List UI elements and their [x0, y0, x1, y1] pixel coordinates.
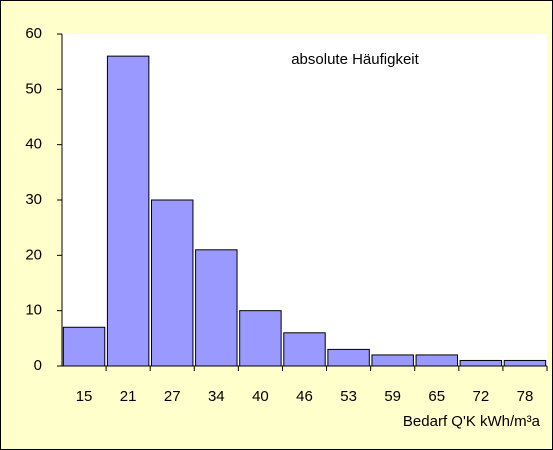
y-tick-label: 10: [25, 302, 42, 319]
x-tick-label: 27: [164, 388, 181, 405]
bar: [459, 359, 503, 367]
x-tick-label: 53: [340, 388, 357, 405]
bar: [371, 354, 414, 367]
x-tick-label: 21: [120, 388, 137, 405]
annotation: absolute Häufigkeit: [291, 51, 419, 68]
y-tick-label: 50: [25, 80, 42, 97]
x-tick-label: 78: [517, 388, 534, 405]
x-tick-label: 40: [252, 388, 269, 405]
x-tick-label: 59: [384, 388, 401, 405]
bar: [503, 359, 547, 367]
x-tick-label: 34: [208, 388, 225, 405]
x-tick-label: 65: [428, 388, 445, 405]
x-tick-label: 15: [76, 388, 93, 405]
bar: [327, 348, 370, 367]
bar: [415, 354, 458, 367]
bar: [106, 55, 150, 367]
y-tick-label: 40: [25, 136, 42, 153]
bar: [151, 199, 194, 367]
y-tick-label: 0: [34, 357, 42, 374]
y-tick-label: 60: [25, 25, 42, 42]
x-tick-label: 46: [296, 388, 313, 405]
bar: [239, 310, 282, 367]
bar: [195, 249, 238, 367]
bar: [62, 326, 106, 367]
y-tick-label: 30: [25, 191, 42, 208]
x-axis-label: Bedarf Q'K kWh/m³a: [403, 413, 541, 430]
y-tick-label: 20: [25, 246, 42, 263]
bar: [283, 332, 326, 367]
x-tick-label: 72: [473, 388, 490, 405]
